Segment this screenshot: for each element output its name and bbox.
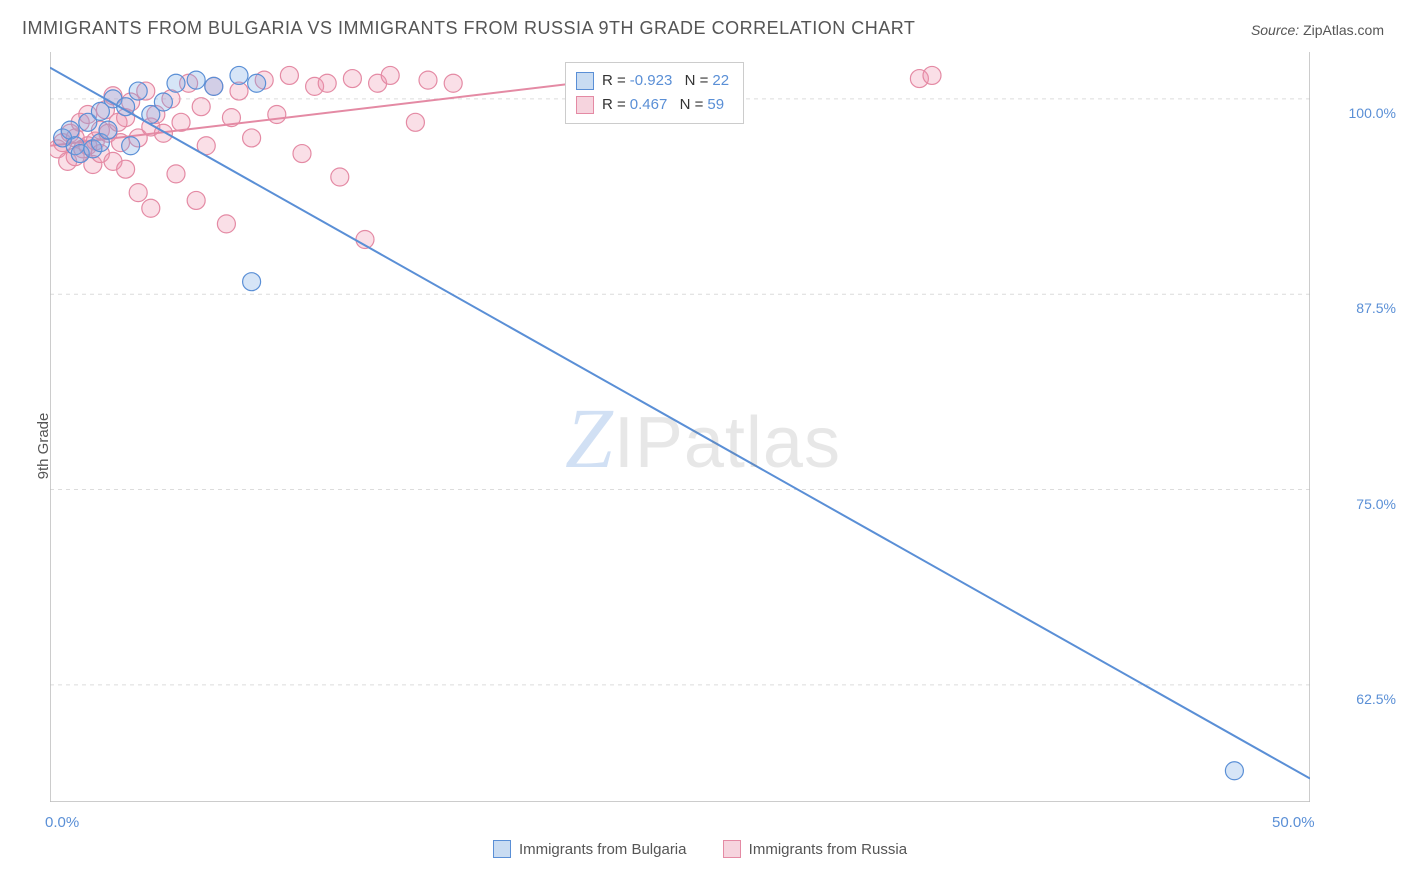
source-label: Source: xyxy=(1251,22,1299,38)
y-tick-label: 100.0% xyxy=(1349,105,1396,121)
swatch-russia xyxy=(576,96,594,114)
y-tick-label: 75.0% xyxy=(1356,496,1396,512)
series-label-russia: Immigrants from Russia xyxy=(749,841,907,858)
legend-row-russia: R = 0.467 N = 59 xyxy=(576,93,733,117)
y-tick-label: 87.5% xyxy=(1356,300,1396,316)
legend-item-bulgaria: Immigrants from Bulgaria xyxy=(493,840,687,858)
swatch-bulgaria xyxy=(576,72,594,90)
swatch-bulgaria xyxy=(493,840,511,858)
legend-row-bulgaria: R = -0.923 N = 22 xyxy=(576,69,733,93)
r-prefix: R = xyxy=(602,69,626,93)
swatch-russia xyxy=(723,840,741,858)
legend-series: Immigrants from Bulgaria Immigrants from… xyxy=(50,840,1350,862)
n-prefix: N = xyxy=(685,69,709,93)
n-value-russia: 59 xyxy=(707,93,724,117)
scatter-chart-svg xyxy=(50,52,1310,802)
x-tick-label-min: 0.0% xyxy=(45,814,79,831)
r-value-russia: 0.467 xyxy=(630,93,668,117)
r-prefix: R = xyxy=(602,93,626,117)
legend-item-russia: Immigrants from Russia xyxy=(723,840,907,858)
source-value: ZipAtlas.com xyxy=(1303,22,1384,38)
series-label-bulgaria: Immigrants from Bulgaria xyxy=(519,841,687,858)
y-tick-label: 62.5% xyxy=(1356,691,1396,707)
n-value-bulgaria: 22 xyxy=(712,69,729,93)
legend-correlation-box: R = -0.923 N = 22 R = 0.467 N = 59 xyxy=(565,62,744,124)
chart-area xyxy=(50,52,1350,822)
n-prefix: N = xyxy=(680,93,704,117)
x-tick-label-max: 50.0% xyxy=(1272,814,1315,831)
source-attribution: Source: ZipAtlas.com xyxy=(1251,22,1384,38)
r-value-bulgaria: -0.923 xyxy=(630,69,673,93)
chart-title: IMMIGRANTS FROM BULGARIA VS IMMIGRANTS F… xyxy=(22,18,915,39)
